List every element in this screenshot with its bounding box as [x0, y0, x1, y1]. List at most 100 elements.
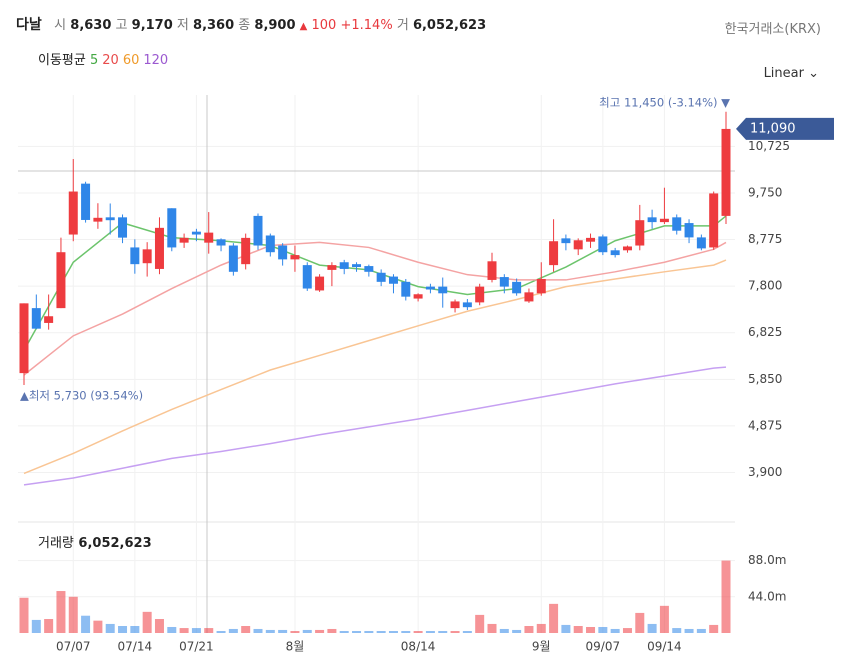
- ma-line: [23, 215, 727, 351]
- candle-body: [499, 277, 509, 287]
- candle-body: [524, 292, 534, 302]
- volume-value: 6,052,623: [78, 536, 152, 551]
- volume-bar: [142, 611, 152, 633]
- candle-body: [413, 294, 423, 299]
- arrow: ▲: [299, 21, 308, 32]
- candle-body: [696, 237, 706, 249]
- volume-bar: [68, 596, 78, 633]
- volume-bar: [659, 605, 669, 633]
- volume-bar: [499, 628, 509, 633]
- volume-bar: [278, 629, 288, 633]
- candle-body: [450, 301, 460, 309]
- candle-body: [388, 276, 398, 284]
- volume-bar: [315, 629, 325, 633]
- candle-body: [290, 255, 300, 260]
- candle-body: [401, 281, 411, 297]
- ma-line: [23, 259, 727, 475]
- volume-bar: [352, 631, 362, 633]
- volume-bar: [204, 628, 214, 633]
- value: 8,900: [254, 18, 296, 33]
- volume-bar: [327, 628, 337, 633]
- x-tick-label: 08/14: [401, 640, 436, 654]
- value: 6,052,623: [412, 18, 487, 33]
- candle-body: [425, 286, 435, 290]
- candle-body: [659, 218, 669, 223]
- volume-bar: [105, 623, 115, 633]
- candle-body: [241, 237, 251, 265]
- candle-body: [265, 235, 275, 253]
- label: 저: [176, 18, 189, 33]
- ma-legend: 이동평균 5 20 60 120: [38, 49, 172, 68]
- candle-body: [586, 237, 596, 242]
- candle-body: [573, 240, 583, 250]
- volume-bar: [290, 631, 300, 633]
- volume-bar: [475, 614, 485, 633]
- change-pct: +1.14%: [340, 18, 393, 33]
- volume-bar: [549, 603, 559, 633]
- exchange: 한국거래소(KRX): [724, 22, 821, 37]
- scale-dropdown[interactable]: Linear ⌄: [763, 66, 819, 81]
- legend-entry: 5: [89, 53, 99, 68]
- volume-bar: [376, 631, 386, 633]
- change: 100: [311, 18, 337, 33]
- volume-bar: [413, 631, 423, 633]
- price-tag: [736, 117, 834, 140]
- candle-body: [647, 217, 657, 223]
- x-tick-label: 07/21: [179, 640, 214, 654]
- volume-bar: [339, 631, 349, 633]
- candle-body: [216, 239, 226, 246]
- candle-body: [376, 272, 386, 282]
- candle-body: [339, 262, 349, 269]
- volume-bar: [364, 631, 374, 633]
- label: 종: [238, 18, 251, 33]
- x-tick-label: 07/07: [56, 640, 91, 654]
- volume-bar: [512, 629, 522, 633]
- y-tick-label: 7,800: [748, 279, 782, 293]
- value: 8,630: [70, 18, 112, 33]
- low-annotation: ▲최저 5,730 (93.54%): [20, 389, 143, 403]
- candle-body: [118, 217, 128, 238]
- label: 거: [396, 18, 409, 33]
- candle-body: [438, 286, 448, 294]
- x-tick-label: 09/14: [647, 640, 682, 654]
- x-tick-label: 09/07: [586, 640, 621, 654]
- y-tick-label: 3,900: [748, 465, 782, 479]
- candle-body: [561, 238, 571, 244]
- candle-body: [364, 266, 374, 272]
- volume-bar: [450, 631, 460, 633]
- candle-body: [179, 237, 189, 243]
- candle-body: [31, 308, 41, 329]
- volume-bar: [191, 628, 201, 633]
- legend-entry: 20: [102, 53, 119, 68]
- volume-bar: [241, 626, 251, 633]
- candle-body: [487, 261, 497, 280]
- candle-body: [278, 245, 288, 260]
- volume-bar: [118, 626, 128, 633]
- volume-bar: [635, 612, 645, 633]
- candle-body: [598, 236, 608, 253]
- candle-body: [684, 223, 694, 238]
- label: 고: [115, 18, 128, 33]
- volume-bar: [672, 628, 682, 633]
- candle-body: [352, 264, 362, 268]
- candle-body: [68, 191, 78, 235]
- volume-bar: [44, 619, 54, 633]
- volume-bar: [425, 631, 435, 633]
- y-tick-label: 44.0m: [748, 589, 786, 603]
- y-tick-label: 8,775: [748, 232, 782, 246]
- volume-bar: [598, 626, 608, 633]
- candle-body: [622, 246, 632, 251]
- candle-body: [327, 265, 337, 270]
- volume-bar: [622, 628, 632, 633]
- candle-body: [167, 208, 177, 248]
- volume-bar: [216, 631, 226, 633]
- candle-body: [81, 183, 91, 220]
- volume-bar: [401, 631, 411, 633]
- candle-body: [44, 316, 54, 323]
- ma-label: 이동평균: [38, 53, 86, 68]
- y-tick-label: 6,825: [748, 325, 782, 339]
- candle-body: [462, 302, 472, 308]
- volume-bar: [536, 623, 546, 633]
